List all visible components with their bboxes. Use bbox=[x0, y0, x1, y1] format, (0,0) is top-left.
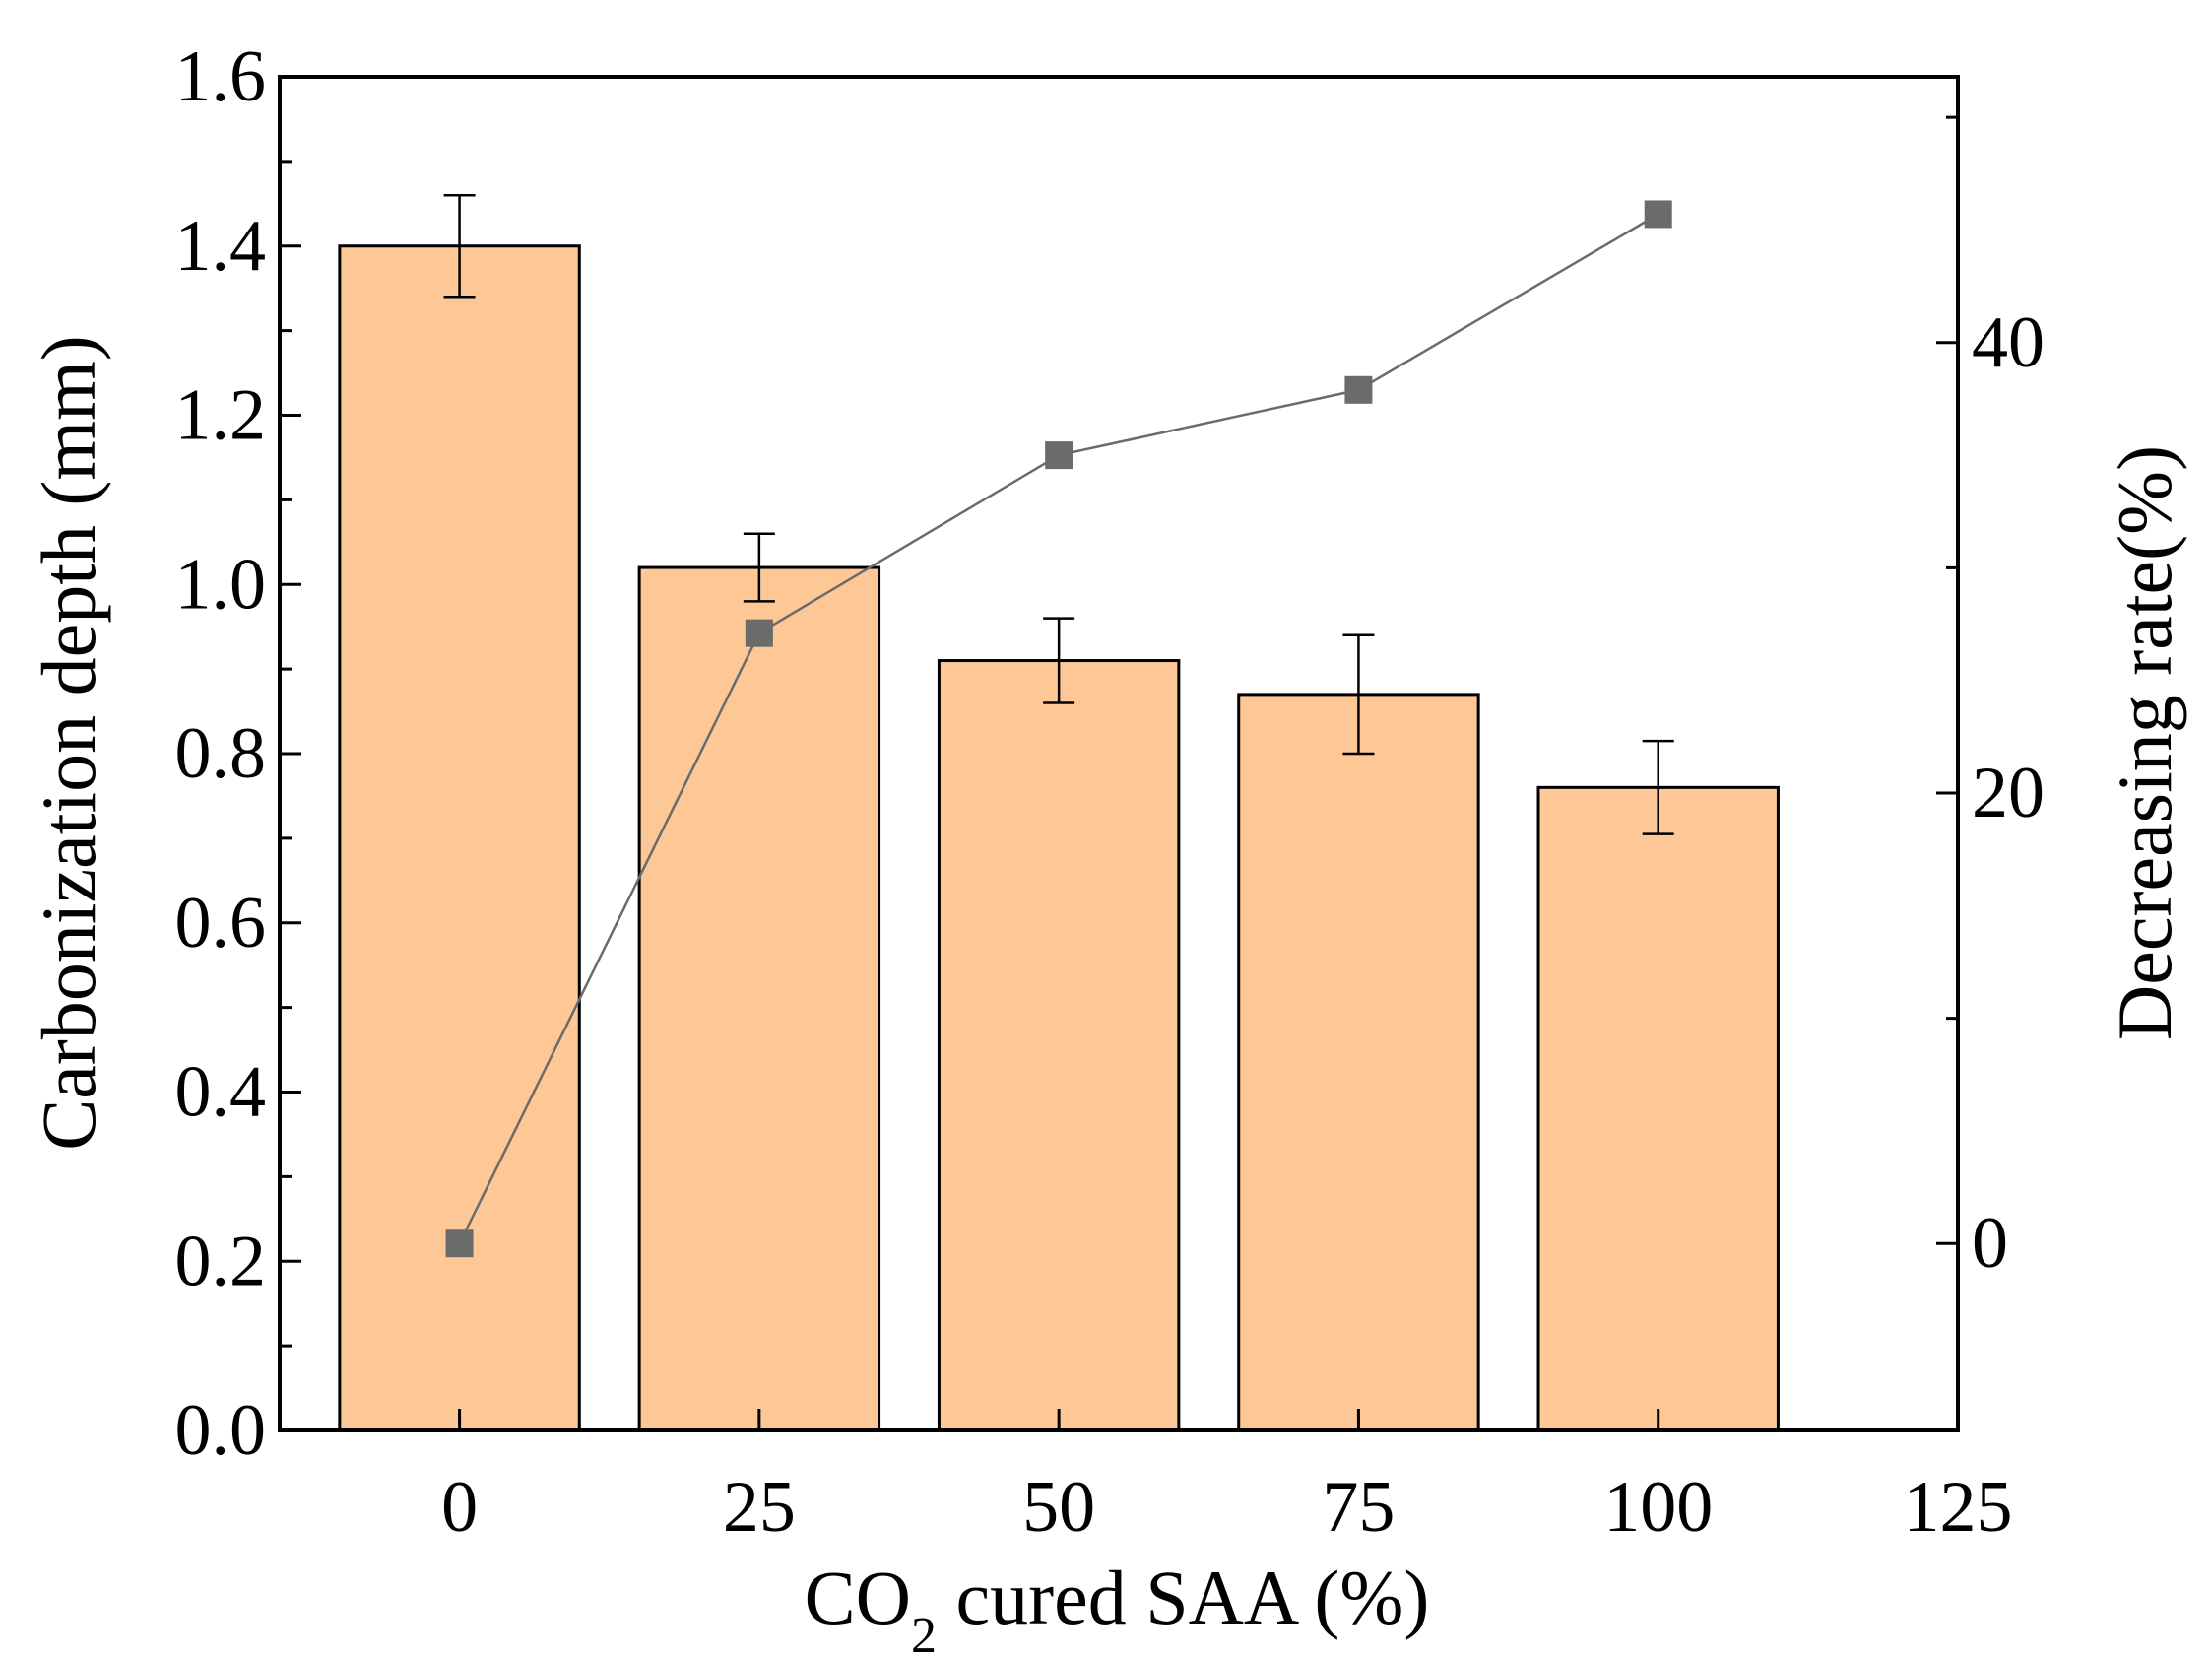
y-tick-label: 0.0 bbox=[175, 1390, 267, 1471]
x-tick-label: 125 bbox=[1904, 1467, 2013, 1548]
x-axis-title-prefix: CO bbox=[805, 1555, 911, 1640]
y-tick-label: 0.6 bbox=[175, 883, 267, 963]
bar bbox=[1536, 785, 1780, 1432]
bar bbox=[1237, 693, 1480, 1432]
x-tick-label: 75 bbox=[1322, 1467, 1395, 1548]
y2-tick-label: 0 bbox=[1972, 1203, 2008, 1284]
x-axis-title-subscript: 2 bbox=[911, 1608, 937, 1659]
x-tick-label: 0 bbox=[441, 1467, 478, 1548]
y-tick-label: 0.4 bbox=[175, 1052, 267, 1133]
x-axis-title: CO2 cured SAA (%) bbox=[805, 1555, 1430, 1659]
axes-layer bbox=[278, 75, 1960, 1432]
line-series-layer bbox=[445, 200, 1672, 1258]
error-bars-layer bbox=[443, 193, 1674, 835]
y-tick-label: 1.6 bbox=[175, 36, 267, 117]
y-axis-title: Carbonization depth (mm) bbox=[26, 335, 111, 1150]
bars-layer bbox=[338, 244, 1780, 1432]
x-tick-label: 100 bbox=[1603, 1467, 1713, 1548]
y2-tick-label: 20 bbox=[1972, 753, 2045, 833]
y2-axis-title: Decreasing rate(%) bbox=[2102, 445, 2187, 1040]
line-point-marker bbox=[1344, 375, 1373, 404]
line-point-marker bbox=[445, 1229, 474, 1258]
y-tick-label: 0.2 bbox=[175, 1221, 267, 1301]
line-point-marker bbox=[745, 619, 773, 647]
y-tick-label: 1.0 bbox=[175, 544, 267, 625]
line-point-marker bbox=[1644, 200, 1672, 229]
y-tick-label: 0.8 bbox=[175, 713, 267, 794]
line-point-marker bbox=[1045, 441, 1073, 470]
tick-labels-layer: 0.0 0.2 0.4 0.6 0.8 1.0 1.2 1.4 1.6 0 20 40 0 25 50 75 1… bbox=[175, 36, 2046, 1548]
bar bbox=[637, 565, 881, 1432]
bar bbox=[937, 659, 1181, 1432]
x-tick-label: 25 bbox=[723, 1467, 796, 1548]
y-tick-label: 1.4 bbox=[175, 206, 267, 287]
y2-tick-label: 40 bbox=[1972, 302, 2045, 383]
y-tick-label: 1.2 bbox=[175, 375, 267, 456]
x-axis-title-suffix: cured SAA (%) bbox=[937, 1555, 1429, 1640]
x-tick-label: 50 bbox=[1022, 1467, 1095, 1548]
